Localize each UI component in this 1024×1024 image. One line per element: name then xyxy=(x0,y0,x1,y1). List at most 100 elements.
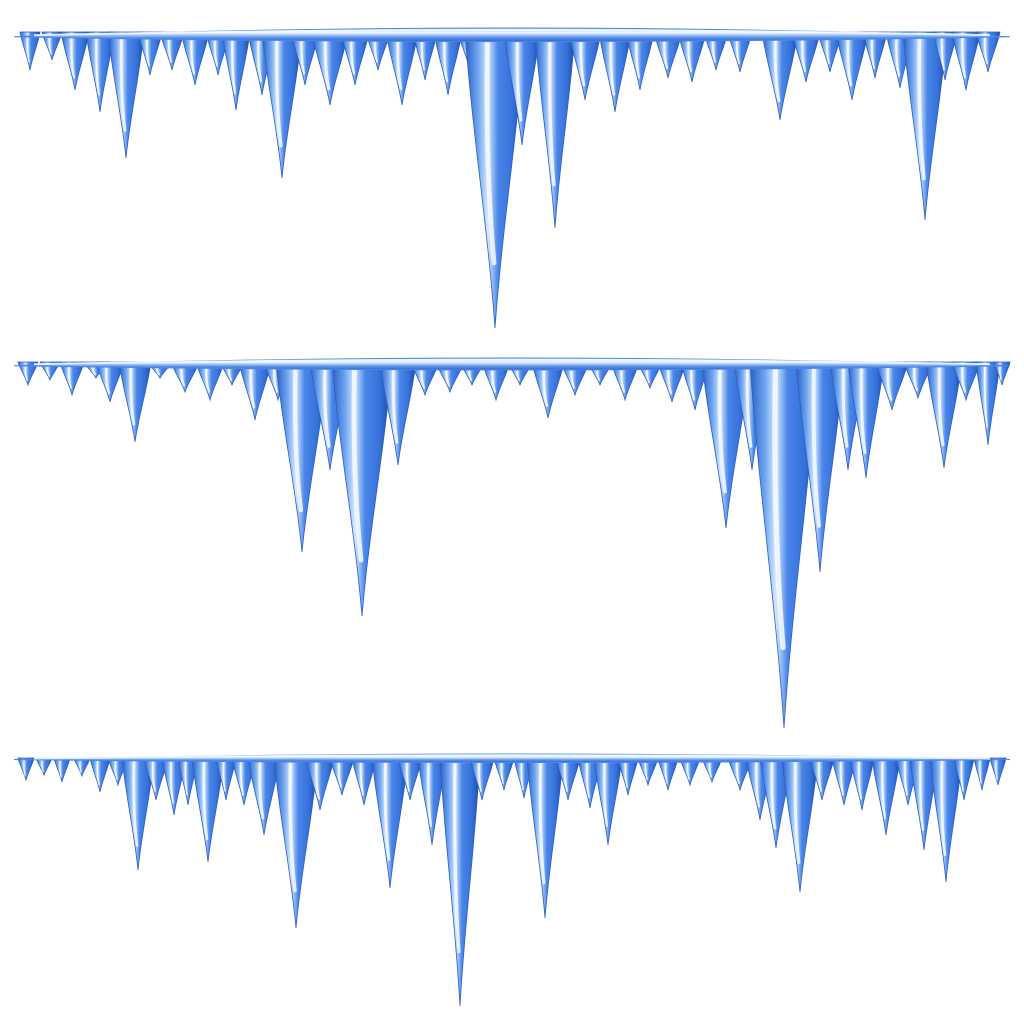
icicle-highlight xyxy=(26,35,30,63)
icicle-highlight xyxy=(484,33,497,266)
icicle-highlight xyxy=(23,761,26,776)
icicle-highlight xyxy=(603,760,609,827)
icicle-highlight xyxy=(961,34,967,79)
icicle xyxy=(531,361,565,419)
icicle-highlight xyxy=(664,761,668,784)
icicle xyxy=(89,757,111,793)
icicle xyxy=(238,361,272,421)
icicle xyxy=(795,361,845,573)
icicle xyxy=(340,31,370,86)
icicle xyxy=(657,757,679,791)
icicle-highlight xyxy=(453,760,461,954)
icicle xyxy=(60,31,90,91)
icicle xyxy=(305,757,335,811)
icicle xyxy=(677,31,707,83)
icicle-highlight xyxy=(184,761,188,796)
icicle-highlight xyxy=(222,761,226,792)
icicle-highlight xyxy=(239,761,244,796)
icicle-highlight xyxy=(995,761,998,780)
icicle xyxy=(503,31,541,146)
icicle xyxy=(261,31,303,179)
icicle-highlight xyxy=(202,760,209,841)
ice-slab-highlight xyxy=(33,754,991,760)
icicle xyxy=(493,757,515,791)
icicle-highlight xyxy=(919,760,925,831)
icicle xyxy=(371,757,409,889)
icicle xyxy=(433,31,463,96)
icicle-highlight xyxy=(903,761,908,796)
icicle-highlight xyxy=(351,363,364,563)
icicle xyxy=(17,757,35,782)
icicle xyxy=(311,31,349,106)
icicle-highlight xyxy=(67,365,72,389)
icicle-highlight xyxy=(105,364,111,395)
icicle-row-bottom xyxy=(13,753,1011,1007)
icicle-highlight xyxy=(292,363,304,513)
icicle-highlight xyxy=(793,760,801,864)
icicle xyxy=(847,361,885,479)
icicle xyxy=(781,757,819,893)
icicle xyxy=(791,31,821,83)
icicle xyxy=(975,31,1001,73)
icicle-highlight xyxy=(24,365,28,381)
icicle-highlight xyxy=(129,364,136,426)
icicle-highlight xyxy=(500,761,504,784)
icicle xyxy=(953,757,975,801)
icicle-highlight xyxy=(886,364,893,401)
icicle-highlight xyxy=(717,364,727,494)
icicle xyxy=(195,361,225,402)
icicle-highlight xyxy=(937,364,945,447)
icicle xyxy=(951,31,981,91)
icicle xyxy=(761,31,799,121)
icicle xyxy=(469,757,495,801)
icicle-highlight xyxy=(940,35,945,71)
icicle-highlight xyxy=(817,761,822,792)
icicle xyxy=(862,31,888,79)
icicle-highlight xyxy=(983,365,988,428)
icicle xyxy=(35,757,53,777)
icicle-highlight xyxy=(772,363,786,651)
icicle-highlight xyxy=(839,761,844,796)
icicle xyxy=(835,31,869,101)
icicle-highlight xyxy=(979,761,982,784)
icicle-highlight xyxy=(841,364,849,448)
icicle-highlight xyxy=(895,34,901,77)
icicle xyxy=(593,757,623,846)
icicle-highlight xyxy=(735,761,740,784)
icicle-highlight xyxy=(132,760,139,847)
icicle-highlight xyxy=(79,761,82,773)
icicle-highlight xyxy=(960,761,964,792)
icicle xyxy=(385,31,419,106)
icicle-row-top xyxy=(13,27,1011,329)
icicle-highlight xyxy=(359,761,364,796)
icicle-highlight xyxy=(249,364,256,409)
icicle xyxy=(107,31,145,159)
icicle-highlight xyxy=(563,761,568,792)
icicle xyxy=(902,31,948,221)
icicle-highlight xyxy=(811,364,821,528)
icicle-highlight xyxy=(913,364,919,392)
icicle xyxy=(568,31,602,101)
icicle xyxy=(73,757,91,778)
icicle xyxy=(973,757,991,791)
icicle-highlight xyxy=(151,761,156,792)
icicle-highlight xyxy=(258,760,265,820)
icicle-highlight xyxy=(114,761,118,780)
icicle-highlight xyxy=(405,761,410,792)
icicle xyxy=(180,31,210,86)
icicle-highlight xyxy=(983,35,988,65)
ice-slab-highlight xyxy=(33,358,991,366)
icicle xyxy=(849,757,875,811)
icicle-highlight xyxy=(520,761,524,790)
icicle xyxy=(221,31,251,111)
ice-slab-highlight xyxy=(33,29,991,37)
icicle-highlight xyxy=(708,761,712,778)
icicle-highlight xyxy=(231,34,237,94)
icicle xyxy=(993,361,1011,386)
icicle-highlight xyxy=(538,760,546,885)
icicle-highlight xyxy=(755,760,761,808)
icicle xyxy=(121,757,155,871)
icicle xyxy=(534,31,576,229)
icicle-highlight xyxy=(427,760,433,827)
icicle xyxy=(191,757,225,863)
